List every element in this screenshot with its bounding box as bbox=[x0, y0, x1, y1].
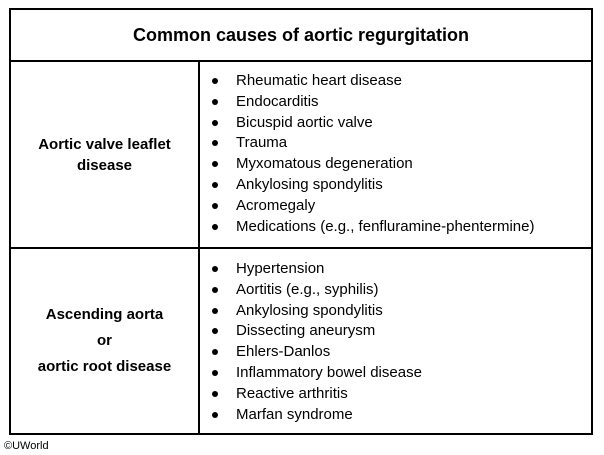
cause-item: Ankylosing spondylitis bbox=[210, 301, 422, 322]
causes-cell: Rheumatic heart disease Endocarditis Bic… bbox=[200, 62, 591, 247]
causes-cell: Hypertension Aortitis (e.g., syphilis) A… bbox=[200, 249, 591, 433]
cause-item: Marfan syndrome bbox=[210, 405, 422, 426]
row-heading: Aortic valve leaflet disease bbox=[11, 62, 200, 247]
row-heading-line: aortic root disease bbox=[37, 358, 172, 375]
cause-text: Trauma bbox=[236, 134, 288, 152]
cause-text: Ehlers-Danlos bbox=[236, 343, 331, 361]
bullet-icon bbox=[212, 369, 218, 376]
bullet-icon bbox=[212, 223, 218, 230]
bullet-icon bbox=[212, 307, 218, 314]
cause-text: Myxomatous degeneration bbox=[236, 155, 413, 173]
cause-text: Inflammatory bowel disease bbox=[236, 363, 422, 381]
row-heading-line: or bbox=[97, 332, 112, 349]
cause-item: Trauma bbox=[210, 133, 534, 154]
cause-text: Reactive arthritis bbox=[236, 384, 348, 402]
cause-text: Ankylosing spondylitis bbox=[236, 175, 383, 193]
cause-text: Marfan syndrome bbox=[236, 405, 353, 423]
copyright-brand: UWorld bbox=[12, 440, 49, 452]
row-heading-line: Ascending aorta bbox=[45, 306, 164, 323]
cause-text: Rheumatic heart disease bbox=[236, 72, 402, 89]
cause-item: Rheumatic heart disease bbox=[210, 71, 534, 92]
cause-text: Dissecting aneurysm bbox=[236, 322, 376, 340]
table-title: Common causes of aortic regurgitation bbox=[11, 10, 591, 62]
bullet-icon bbox=[212, 411, 218, 418]
bullet-icon bbox=[212, 119, 218, 126]
cause-item: Dissecting aneurysm bbox=[210, 321, 422, 342]
cause-text: Medications (e.g., fenfluramine-phenterm… bbox=[236, 217, 535, 235]
cause-text: Aortitis (e.g., syphilis) bbox=[236, 280, 379, 298]
bullet-icon bbox=[212, 202, 218, 209]
bullet-icon bbox=[212, 286, 218, 293]
cause-item: Myxomatous degeneration bbox=[210, 154, 534, 175]
cause-text: Bicuspid aortic valve bbox=[236, 113, 373, 131]
cause-text: Endocarditis bbox=[236, 92, 319, 110]
bullet-icon bbox=[212, 78, 218, 84]
cause-item: Ehlers-Danlos bbox=[210, 342, 422, 363]
cause-item: Medications (e.g., fenfluramine-phenterm… bbox=[210, 217, 534, 238]
table-row-valve-leaflet: Aortic valve leaflet disease Rheumatic h… bbox=[11, 62, 591, 249]
cause-item: Inflammatory bowel disease bbox=[210, 363, 422, 384]
copyright-icon: © bbox=[4, 440, 13, 452]
causes-table: Common causes of aortic regurgitation Ao… bbox=[9, 8, 593, 435]
cause-item: Ankylosing spondylitis bbox=[210, 175, 534, 196]
cause-text: Ankylosing spondylitis bbox=[236, 301, 383, 319]
cause-item: Acromegaly bbox=[210, 196, 534, 217]
cause-text: Acromegaly bbox=[236, 196, 316, 214]
cause-item: Hypertension bbox=[210, 259, 422, 280]
bullet-icon bbox=[212, 349, 218, 356]
cause-text: Hypertension bbox=[236, 260, 325, 277]
bullet-icon bbox=[212, 161, 218, 168]
cause-item: Reactive arthritis bbox=[210, 384, 422, 405]
bullet-icon bbox=[212, 328, 218, 335]
bullet-icon bbox=[212, 390, 218, 397]
cause-list: Rheumatic heart disease Endocarditis Bic… bbox=[210, 71, 534, 237]
row-heading: Ascending aorta or aortic root disease bbox=[11, 249, 200, 433]
cause-item: Endocarditis bbox=[210, 92, 534, 113]
cause-item: Aortitis (e.g., syphilis) bbox=[210, 280, 422, 301]
bullet-icon bbox=[212, 266, 218, 272]
bullet-icon bbox=[212, 140, 218, 147]
cause-list: Hypertension Aortitis (e.g., syphilis) A… bbox=[210, 259, 422, 425]
table-row-aortic-root: Ascending aorta or aortic root disease H… bbox=[11, 249, 591, 433]
bullet-icon bbox=[212, 181, 218, 188]
cause-item: Bicuspid aortic valve bbox=[210, 113, 534, 134]
bullet-icon bbox=[212, 98, 218, 105]
row-heading-line: disease bbox=[76, 156, 133, 174]
copyright-notice: © UWorld bbox=[4, 440, 49, 453]
row-heading-line: Aortic valve leaflet bbox=[38, 135, 171, 153]
